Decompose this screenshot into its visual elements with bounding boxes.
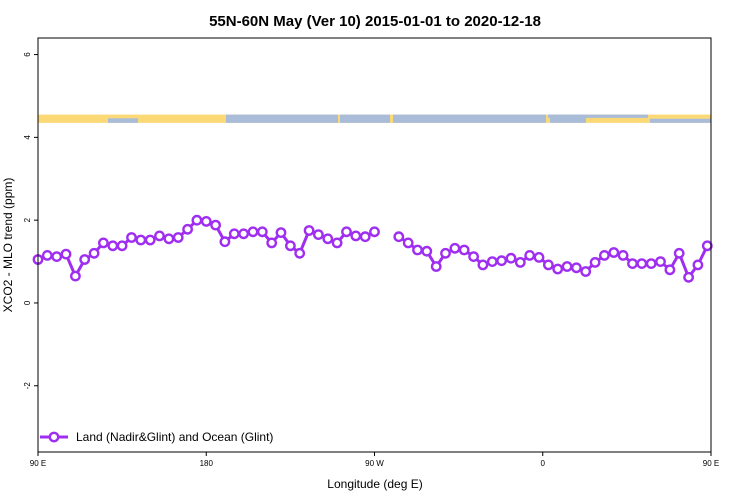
data-point: [312, 229, 324, 241]
data-point: [552, 263, 564, 275]
x-tick-label: 0: [541, 459, 546, 468]
data-point: [421, 245, 433, 257]
data-point: [126, 232, 137, 243]
y-tick-label: 2: [23, 217, 32, 222]
data-point: [449, 242, 461, 254]
data-point: [412, 244, 423, 256]
data-point: [294, 247, 306, 259]
data-point: [543, 259, 554, 271]
data-point: [144, 234, 156, 246]
data-point: [692, 259, 704, 271]
plot-area: [32, 214, 713, 283]
data-point: [655, 256, 666, 267]
data-point: [477, 259, 489, 271]
legend-marker: [48, 431, 60, 443]
data-point: [275, 227, 287, 239]
chart-title: 55N-60N May (Ver 10) 2015-01-01 to 2020-…: [209, 13, 541, 30]
y-tick-label: 4: [23, 135, 32, 140]
data-point: [430, 261, 442, 272]
data-point: [51, 251, 63, 263]
data-point: [486, 256, 498, 267]
data-point: [645, 258, 657, 269]
data-point: [116, 240, 128, 252]
x-tick-label: 90 W: [365, 459, 384, 468]
data-point: [571, 262, 582, 274]
data-point: [636, 258, 648, 269]
data-point: [303, 225, 315, 236]
x-axis-label: Longitude (deg E): [327, 477, 422, 491]
x-axis: 90 E 180 90 W 0 90 E: [30, 452, 719, 468]
band-ocean: [393, 114, 546, 123]
band-ocean: [650, 118, 711, 123]
data-point: [627, 258, 638, 269]
data-point: [210, 219, 222, 231]
data-point: [524, 249, 536, 261]
data-point: [70, 270, 81, 282]
data-point: [514, 256, 526, 268]
x-tick-label: 180: [200, 459, 214, 468]
band-ocean: [550, 114, 586, 123]
data-point: [238, 228, 250, 240]
data-point: [135, 234, 147, 246]
data-point: [350, 230, 362, 242]
data-point: [359, 231, 371, 243]
y-tick-label: -2: [23, 382, 32, 390]
band-ocean: [108, 118, 138, 123]
data-point: [60, 248, 72, 260]
data-point: [88, 247, 100, 259]
data-point: [402, 237, 414, 249]
y-axis-label: XCO2 - MLO trend (ppm): [1, 178, 15, 313]
y-tick-label: 0: [23, 300, 32, 305]
data-point: [617, 249, 629, 261]
data-point: [533, 251, 545, 263]
data-point: [163, 233, 175, 245]
data-point: [468, 251, 479, 263]
x-tick-label: 90 E: [30, 459, 46, 468]
data-point: [191, 214, 203, 226]
data-point: [608, 247, 620, 258]
data-point: [200, 215, 212, 227]
data-point: [673, 247, 685, 259]
data-point: [256, 226, 268, 238]
data-point: [219, 236, 231, 248]
x-tick-label: 90 E: [703, 459, 719, 468]
data-point: [154, 230, 165, 242]
y-axis: 6 4 2 0 -2: [23, 52, 38, 390]
data-point: [322, 233, 334, 245]
data-point: [41, 249, 53, 261]
data-point: [561, 261, 573, 272]
data-point: [505, 252, 517, 264]
data-point: [580, 266, 592, 277]
data-point: [331, 237, 343, 249]
data-point: [589, 256, 601, 268]
band-ocean: [340, 114, 390, 123]
data-point: [458, 244, 470, 256]
series-line: [37, 218, 376, 278]
data-point: [284, 240, 296, 252]
data-point: [664, 264, 676, 276]
data-point: [247, 226, 259, 238]
data-point: [341, 226, 352, 238]
legend-label: Land (Nadir&Glint) and Ocean (Glint): [76, 430, 273, 444]
data-point: [393, 231, 405, 243]
data-point: [701, 240, 713, 252]
data-point: [599, 249, 610, 261]
legend: Land (Nadir&Glint) and Ocean (Glint): [40, 430, 273, 444]
data-point: [683, 271, 694, 283]
data-point: [98, 237, 109, 249]
land-ocean-band: [38, 114, 711, 123]
data-point: [369, 226, 380, 238]
data-point: [107, 240, 119, 252]
data-point: [182, 223, 194, 235]
data-point: [79, 254, 91, 265]
y-tick-label: 6: [23, 52, 32, 57]
band-ocean: [548, 114, 648, 118]
data-point: [266, 237, 278, 249]
data-point: [496, 255, 507, 267]
data-point: [440, 247, 451, 259]
band-ocean: [226, 114, 338, 123]
data-point: [172, 232, 184, 243]
data-point: [228, 228, 240, 240]
